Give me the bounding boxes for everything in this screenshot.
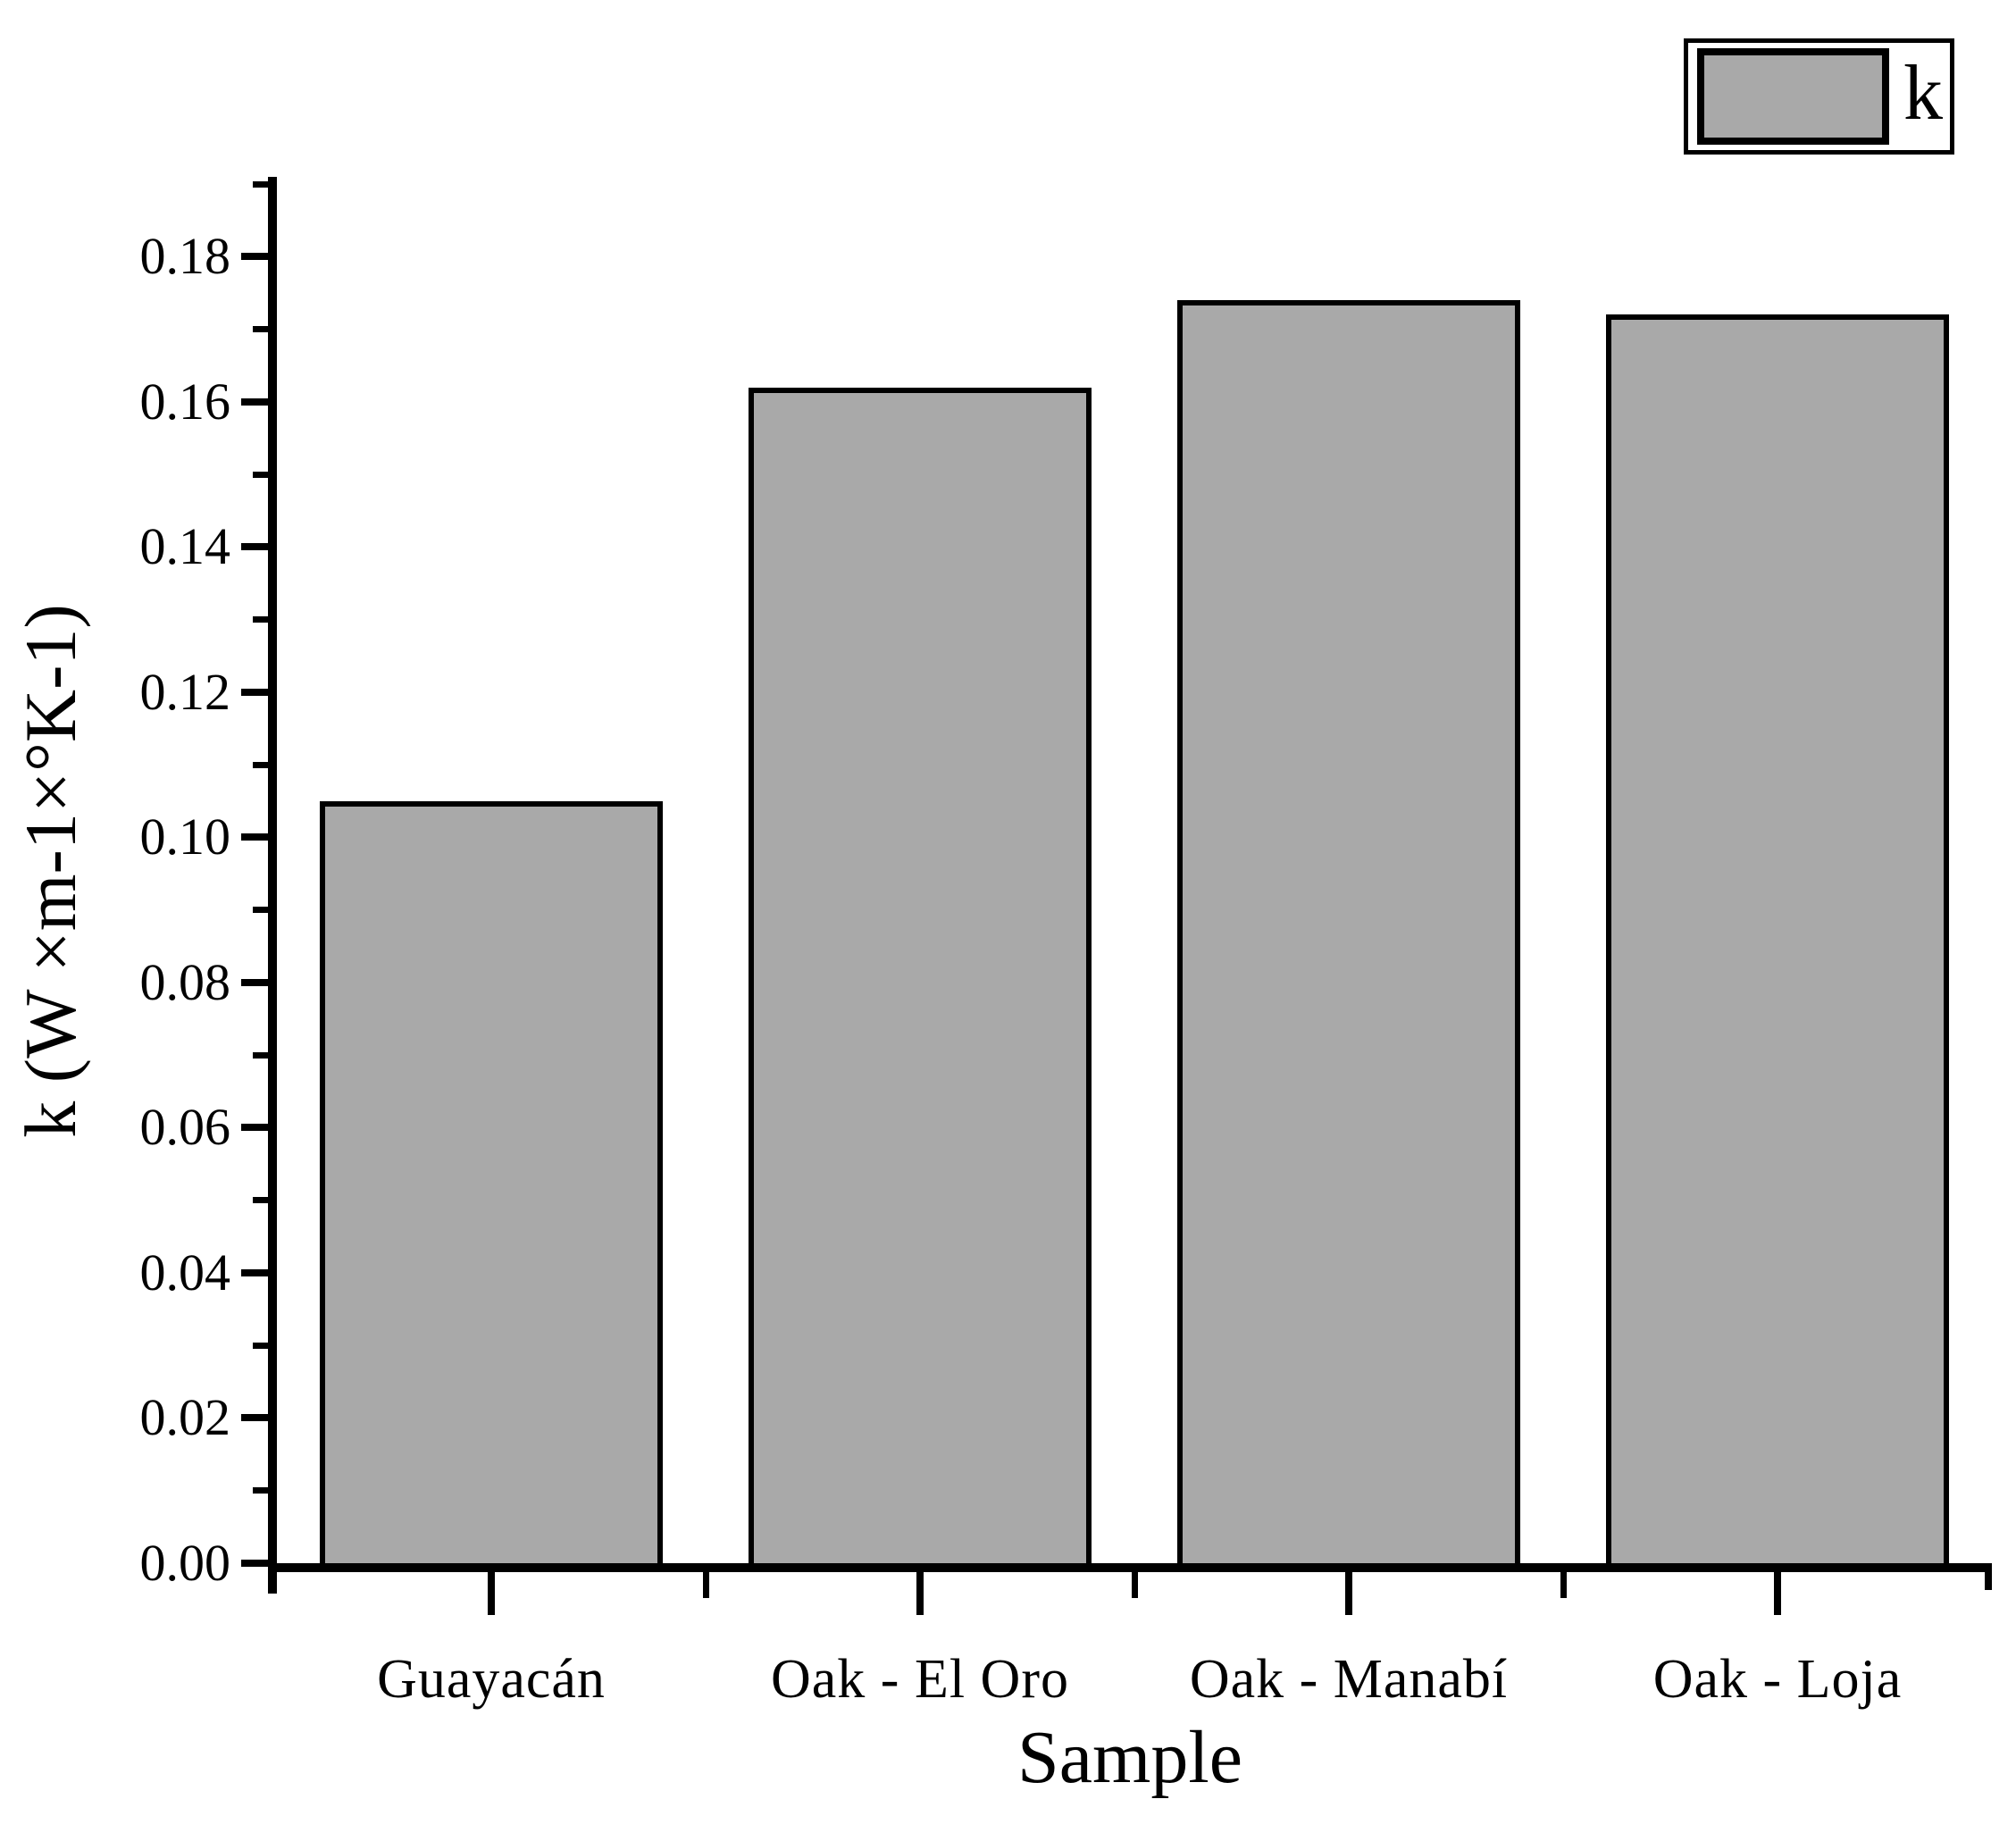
y-minor-tick (253, 471, 268, 478)
y-tick-label: 0.16 (139, 372, 231, 431)
y-major-tick (241, 1268, 268, 1276)
x-major-tick (916, 1572, 924, 1615)
bar-2 (749, 387, 1092, 1563)
bar-3 (1177, 300, 1520, 1563)
y-major-tick (241, 688, 268, 696)
x-tick-label: Oak - El Oro (771, 1649, 1069, 1710)
x-minor-tick (1131, 1572, 1138, 1598)
legend-swatch-k (1697, 48, 1889, 145)
y-minor-tick (253, 616, 268, 623)
y-minor-tick (253, 761, 268, 768)
y-tick-label: 0.12 (139, 662, 231, 721)
bar-1 (320, 800, 663, 1563)
x-tick-label: Oak - Loja (1652, 1649, 1903, 1710)
y-minor-tick (253, 907, 268, 914)
y-minor-tick (253, 180, 268, 188)
x-tick-label: Oak - Manabí (1189, 1649, 1509, 1710)
y-major-tick (241, 1560, 268, 1567)
y-tick-label: 0.00 (139, 1534, 231, 1592)
x-minor-tick (1560, 1572, 1567, 1598)
y-major-tick (241, 833, 268, 841)
x-major-tick (488, 1572, 495, 1615)
x-axis-end-tick (1985, 1572, 1992, 1590)
y-major-tick (241, 1414, 268, 1422)
plot-area: 0.00 0.02 0.04 0.06 0.08 0.10 0.12 0.14 0.16 0.18… (140, 177, 1992, 1710)
x-minor-tick (702, 1572, 709, 1598)
y-major-tick (241, 543, 268, 551)
x-tick-label: Guayacán (377, 1649, 606, 1710)
legend: k (1684, 38, 1954, 155)
y-axis: 0.00 0.02 0.04 0.06 0.08 0.10 0.12 0.14 0.16 0.18 (140, 177, 1992, 1589)
y-tick-label: 0.18 (139, 227, 231, 286)
y-tick-label: 0.08 (139, 952, 231, 1011)
y-minor-tick (253, 1487, 268, 1494)
y-tick-label: 0.14 (139, 517, 231, 576)
bars-layer (277, 177, 1992, 1563)
y-minor-tick (253, 1197, 268, 1204)
y-axis-title: k (W ×m-1×°K-1) (10, 604, 91, 1138)
y-tick-label: 0.10 (139, 808, 231, 866)
bar-4 (1606, 314, 1949, 1563)
x-major-tick (1345, 1572, 1352, 1615)
y-major-tick (241, 253, 268, 261)
y-minor-tick (253, 1342, 268, 1349)
x-axis: Guayacán Oak - El Oro Oak - Manabí Oak - Lo… (268, 177, 1992, 1710)
y-major-tick (241, 1124, 268, 1132)
y-tick-label: 0.02 (139, 1388, 231, 1447)
y-minor-tick (253, 1051, 268, 1059)
x-axis-start-tick (268, 1572, 277, 1594)
y-minor-tick (253, 326, 268, 333)
y-major-tick (241, 978, 268, 986)
y-tick-label: 0.04 (139, 1243, 231, 1301)
x-axis-title: Sample (1017, 1716, 1242, 1799)
legend-label-k: k (1903, 50, 1943, 137)
x-major-tick (1774, 1572, 1781, 1615)
y-tick-label: 0.06 (139, 1098, 231, 1157)
y-major-tick (241, 397, 268, 406)
